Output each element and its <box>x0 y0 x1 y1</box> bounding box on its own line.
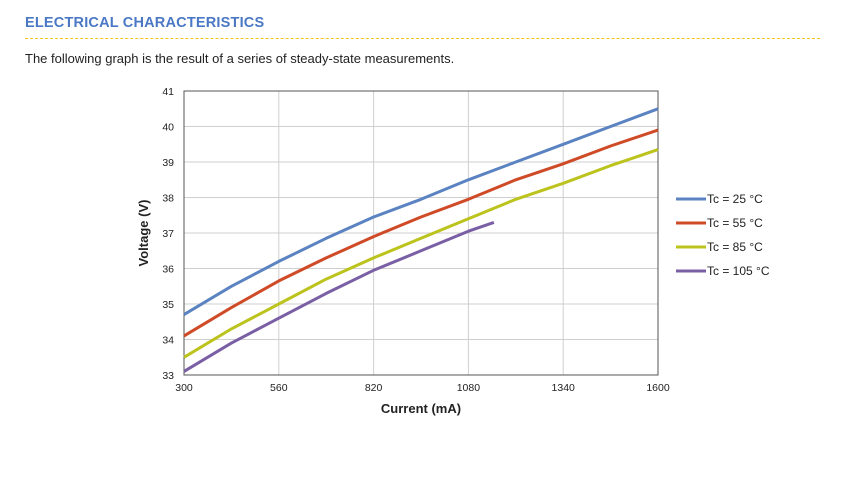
legend-label: Tc = 25 °C <box>707 192 763 206</box>
y-tick-label: 36 <box>162 264 174 276</box>
x-tick-label: 1600 <box>646 382 670 394</box>
chart-legend: Tc = 25 °C Tc = 55 °C Tc = 85 °C Tc = 105 °… <box>676 192 770 278</box>
y-tick-label: 34 <box>162 335 174 347</box>
intro-text: The following graph is the result of a s… <box>25 51 455 66</box>
y-tick-label: 41 <box>162 86 174 98</box>
x-tick-label: 1340 <box>552 382 576 394</box>
series-line <box>183 220 495 373</box>
x-axis-label: Current (mA) <box>381 401 461 416</box>
y-axis-ticks: 33 34 35 36 37 38 39 40 41 <box>162 86 174 382</box>
y-tick-label: 40 <box>162 122 174 134</box>
y-tick-label: 38 <box>162 193 174 205</box>
x-tick-label: 560 <box>270 382 288 394</box>
section-divider <box>25 38 820 39</box>
y-axis-label: Voltage (V) <box>136 200 151 267</box>
legend-label: Tc = 85 °C <box>707 240 763 254</box>
x-tick-label: 820 <box>365 382 383 394</box>
y-tick-label: 35 <box>162 299 174 311</box>
x-tick-label: 1080 <box>457 382 481 394</box>
legend-label: Tc = 105 °C <box>707 264 770 278</box>
plot-area <box>183 90 659 376</box>
series-line <box>183 148 659 359</box>
legend-label: Tc = 55 °C <box>707 216 763 230</box>
y-tick-label: 39 <box>162 157 174 169</box>
series-line <box>183 128 659 338</box>
x-axis-ticks: 300 560 820 1080 1340 1600 <box>175 382 670 394</box>
y-tick-label: 37 <box>162 228 174 240</box>
chart-series <box>183 107 659 373</box>
series-line <box>183 107 659 316</box>
y-tick-label: 33 <box>162 370 174 382</box>
x-tick-label: 300 <box>175 382 193 394</box>
section-title: ELECTRICAL CHARACTERISTICS <box>25 15 265 31</box>
chart-grid <box>183 90 659 376</box>
